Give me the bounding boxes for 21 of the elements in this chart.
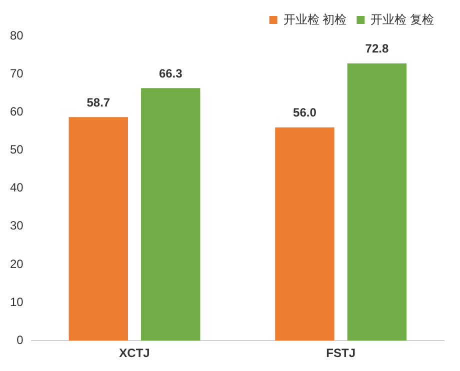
data-label: 56.0 [293, 106, 317, 120]
bar [141, 88, 200, 341]
y-tick-label: 20 [10, 256, 24, 271]
y-tick-label: 50 [10, 142, 24, 157]
y-tick-label: 60 [10, 104, 24, 118]
legend-label: 开业检 初检 [283, 12, 347, 26]
bar [347, 63, 407, 341]
y-tick-label: 70 [10, 66, 24, 80]
bar [68, 117, 128, 341]
data-label: 58.7 [86, 95, 110, 110]
data-label: 72.8 [365, 42, 389, 56]
x-tick-label: XCTJ [119, 346, 150, 360]
y-tick-label: 10 [10, 294, 24, 309]
data-label: 66.3 [158, 66, 183, 80]
y-tick-label: 30 [10, 218, 24, 233]
bar [275, 127, 334, 341]
y-tick-label: 40 [10, 180, 24, 195]
y-tick-label: 80 [10, 28, 24, 42]
y-tick-label: 0 [16, 332, 24, 347]
x-tick-label: FSTJ [326, 346, 356, 360]
legend-label: 开业检 复检 [370, 12, 434, 26]
